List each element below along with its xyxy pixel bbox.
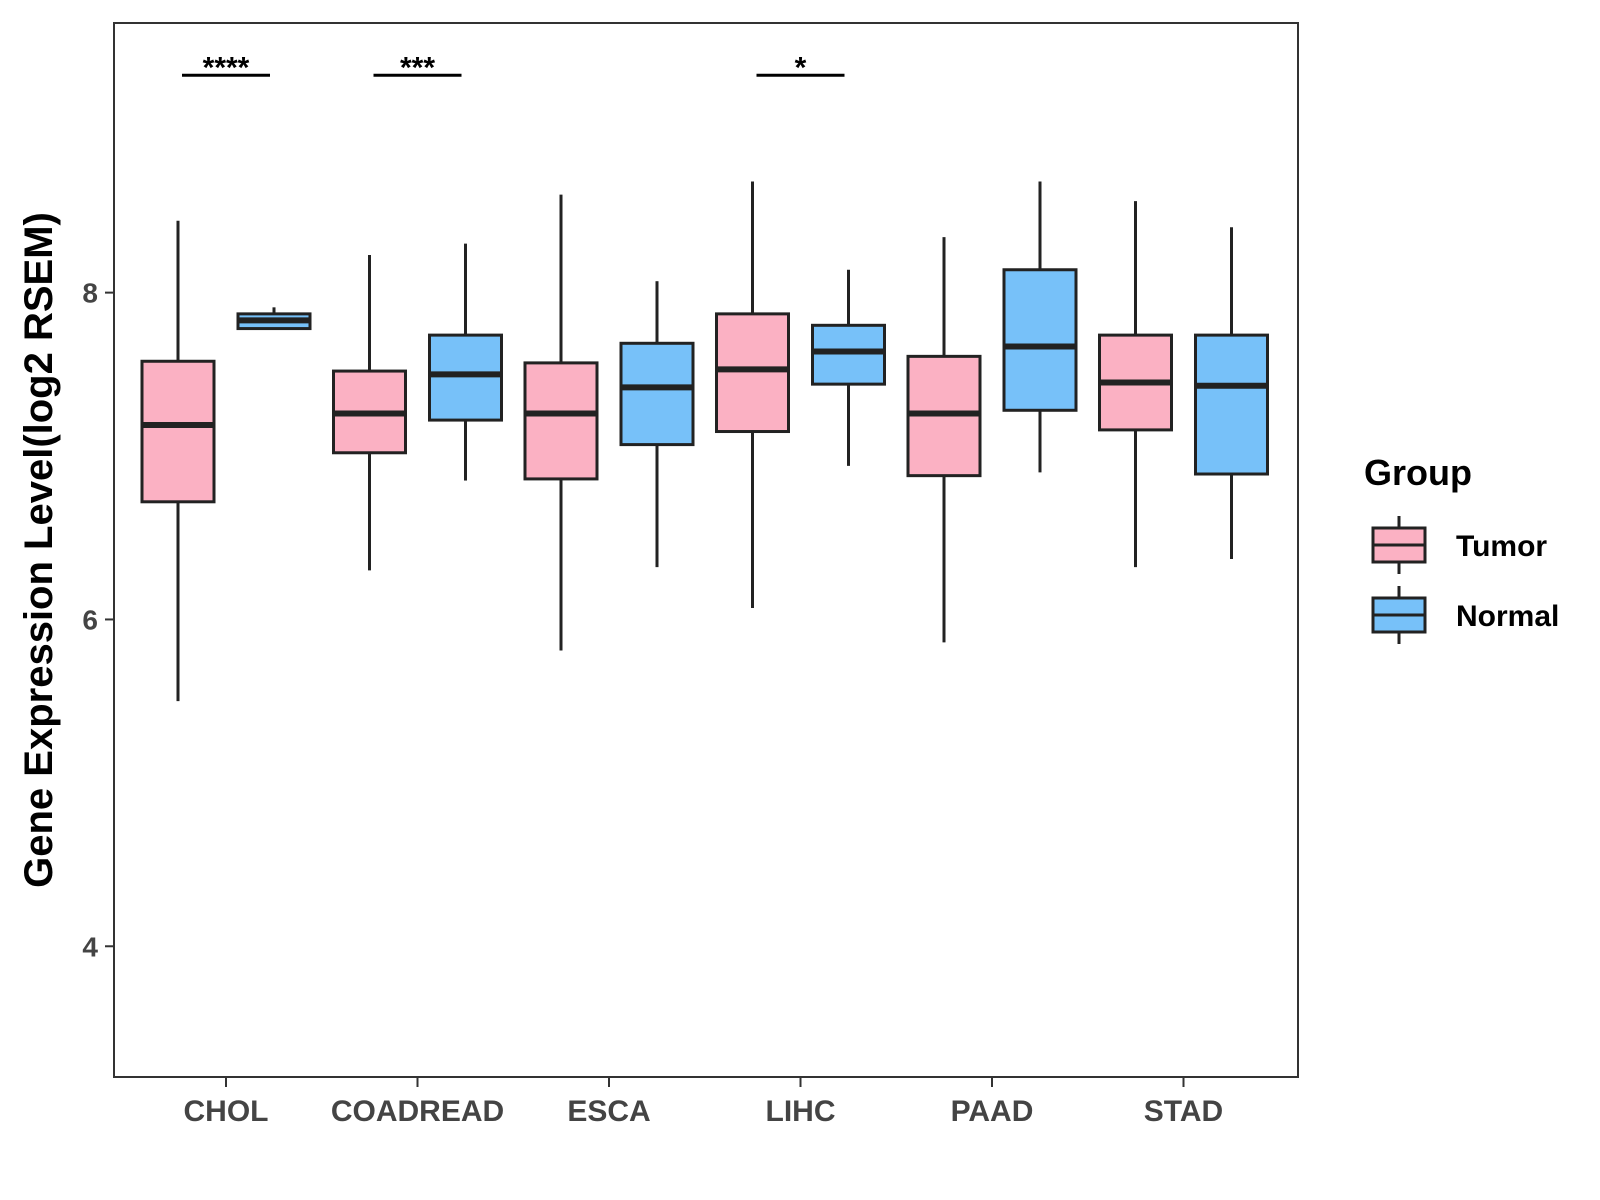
y-axis-title: Gene Expression Level(log2 RSEM) (17, 212, 61, 888)
legend-item-normal: Normal (1371, 586, 1559, 644)
box-tumor-esca (523, 194, 599, 651)
y-tick-label: 6 (82, 604, 98, 635)
x-tick-label: STAD (1144, 1095, 1223, 1128)
legend-label: Normal (1456, 600, 1559, 633)
box-normal-coadread (428, 243, 503, 481)
box-normal-paad (1002, 181, 1078, 473)
box-tumor-lihc (715, 181, 790, 609)
box-body (811, 323, 886, 386)
box-normal-chol (236, 307, 312, 331)
x-tick-label: ESCA (567, 1095, 650, 1128)
box-tumor-coadread (332, 255, 407, 571)
box-body (1002, 268, 1078, 412)
plot-panel-border (113, 22, 1299, 1078)
box-normal-stad (1194, 227, 1269, 559)
box-body (523, 361, 599, 481)
x-tick-label: COADREAD (331, 1095, 504, 1128)
x-tick-label: LIHC (766, 1095, 836, 1128)
y-axis: 4 6 8 (82, 278, 114, 962)
x-axis: CHOL COADREAD ESCA LIHC PAAD STAD (184, 1077, 1223, 1128)
x-tick-label: PAAD (951, 1095, 1034, 1128)
box-tumor-chol (140, 220, 216, 702)
box-body (619, 341, 695, 447)
box-body (428, 333, 503, 422)
box-body (1194, 333, 1269, 476)
y-tick-label: 8 (82, 278, 98, 309)
significance-label: *** (400, 51, 435, 84)
significance-annotations: **** *** * (182, 51, 845, 84)
legend-item-tumor: Tumor (1371, 516, 1547, 574)
significance-label: * (795, 51, 807, 84)
legend-label: Tumor (1456, 530, 1547, 563)
box-body (140, 359, 216, 504)
legend-title: Group (1364, 452, 1472, 493)
box-tumor-stad (1098, 201, 1173, 568)
box-body (715, 312, 790, 434)
legend: Group Tumor Normal (1364, 452, 1559, 644)
boxplot-series (140, 181, 1269, 702)
x-tick-label: CHOL (184, 1095, 269, 1128)
box-normal-lihc (811, 269, 886, 466)
box-normal-esca (619, 281, 695, 568)
significance-label: **** (203, 51, 250, 84)
y-tick-label: 4 (82, 931, 98, 962)
box-tumor-paad (906, 237, 982, 643)
